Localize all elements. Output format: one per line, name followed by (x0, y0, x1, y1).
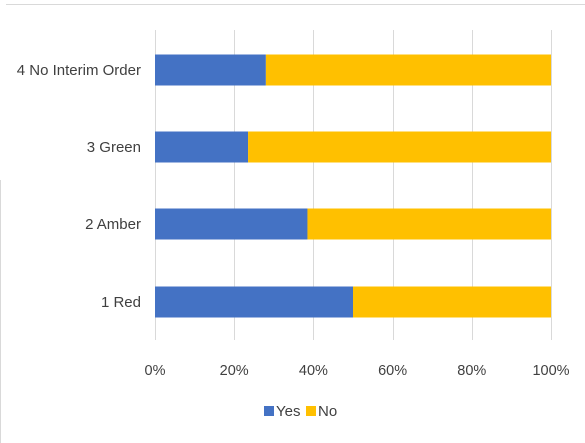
bar-yes-3 (155, 208, 308, 240)
legend-swatch-no (306, 406, 316, 416)
bar-yes-2 (155, 131, 249, 163)
legend-swatch-yes (264, 406, 274, 416)
bar-no-2 (248, 131, 551, 163)
x-tick-label-3: 60% (378, 363, 407, 379)
bar-yes-1 (155, 54, 266, 86)
x-tick-label-5: 100% (532, 363, 569, 379)
bars (155, 54, 551, 318)
category-label-2: 3 Green (87, 139, 141, 156)
category-label-1: 4 No Interim Order (17, 62, 141, 79)
x-tick-label-1: 20% (220, 363, 249, 379)
bar-no-1 (265, 54, 551, 86)
x-tick-label-0: 0% (145, 363, 166, 379)
category-label-3: 2 Amber (85, 216, 141, 233)
chart-border-top (6, 4, 585, 5)
legend-label-no: No (318, 403, 337, 420)
bar-no-4 (353, 286, 551, 318)
x-tick-label-2: 40% (299, 363, 328, 379)
bar-yes-4 (155, 286, 353, 318)
x-axis-tick-labels: 0% 20% 40% 60% 80% 100% (145, 363, 570, 379)
bar-no-3 (307, 208, 551, 240)
chart-border-left (0, 180, 1, 443)
legend-label-yes: Yes (276, 403, 300, 420)
category-label-4: 1 Red (101, 294, 141, 311)
category-labels: 4 No Interim Order 3 Green 2 Amber 1 Red (17, 62, 141, 311)
legend: Yes No (264, 403, 337, 420)
x-tick-label-4: 80% (457, 363, 486, 379)
